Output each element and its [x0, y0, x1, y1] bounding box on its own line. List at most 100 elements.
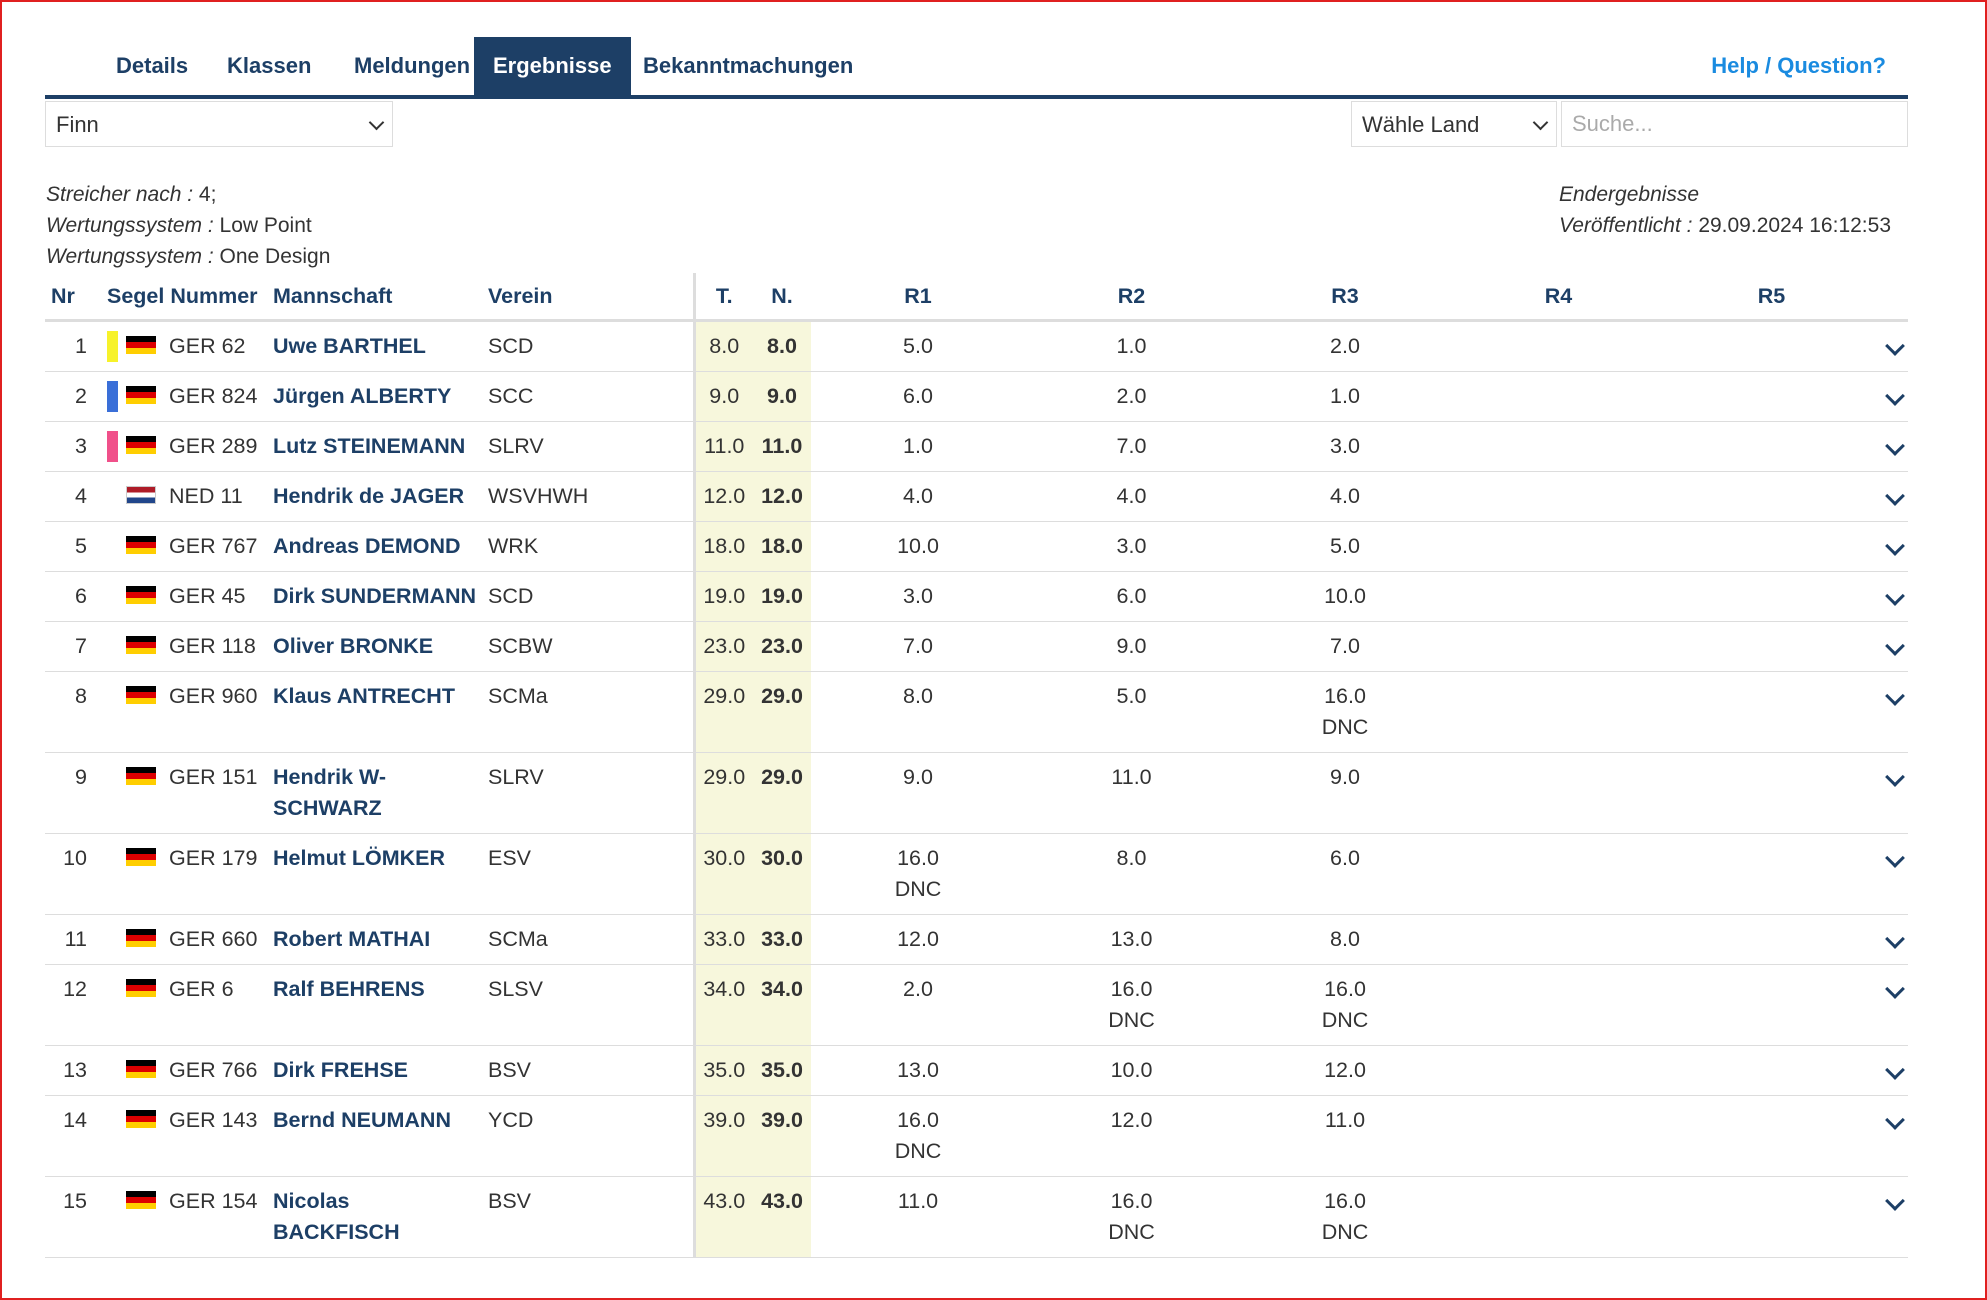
table-row[interactable]: 6 GER 45 Dirk SUNDERMANN SCD 19.0 19.0 3.0 6.0 1…	[45, 571, 1908, 622]
sailor-name-link[interactable]: Nicolas BACKFISCH	[273, 1189, 400, 1244]
table-row[interactable]: 10 GER 179 Helmut LÖMKER ESV 30.0 30.0 16.0 DNC…	[45, 833, 1908, 915]
col-r2[interactable]: R2	[1025, 273, 1238, 322]
table-row[interactable]: 9 GER 151 Hendrik W-SCHWARZ SLRV 29.0 29.0 9.0…	[45, 752, 1908, 834]
tab-meldungen[interactable]: Meldungen	[354, 53, 471, 78]
chevron-down-icon[interactable]	[1885, 1060, 1905, 1080]
col-r3[interactable]: R3	[1238, 273, 1452, 322]
sailor-name-link[interactable]: Lutz STEINEMANN	[273, 434, 466, 458]
sailor-name-link[interactable]: Klaus ANTRECHT	[273, 684, 455, 708]
race-2-cell: 13.0	[1025, 914, 1238, 965]
race-4-cell	[1452, 320, 1665, 372]
flag-ger-icon	[126, 336, 156, 355]
expand-cell	[1878, 964, 1908, 1046]
chevron-down-icon[interactable]	[1885, 336, 1905, 356]
sailor-name-link[interactable]: Jürgen ALBERTY	[273, 384, 452, 408]
col-nr[interactable]: Nr	[45, 273, 101, 322]
table-row[interactable]: 2 GER 824 Jürgen ALBERTY SCC 9.0 9.0 6.0 2.0 1.0	[45, 371, 1908, 422]
sailor-name-link[interactable]: Andreas DEMOND	[273, 534, 461, 558]
table-row[interactable]: 12 GER 6 Ralf BEHRENS SLSV 34.0 34.0 2.0 16.0 DN…	[45, 964, 1908, 1046]
chevron-down-icon[interactable]	[1885, 848, 1905, 868]
flag-ger-icon	[126, 386, 156, 405]
race-score: 12.0	[897, 927, 939, 951]
sailor-name-link[interactable]: Robert MATHAI	[273, 927, 431, 951]
chevron-down-icon[interactable]	[1885, 486, 1905, 506]
table-row[interactable]: 11 GER 660 Robert MATHAI SCMa 33.0 33.0 12.0 13…	[45, 914, 1908, 965]
chevron-down-icon[interactable]	[1885, 686, 1905, 706]
col-club[interactable]: Verein	[482, 273, 694, 322]
table-row[interactable]: 15 GER 154 Nicolas BACKFISCH BSV 43.0 43.0 11.…	[45, 1176, 1908, 1258]
race-5-cell	[1665, 964, 1878, 1046]
chevron-down-icon[interactable]	[1885, 767, 1905, 787]
table-row[interactable]: 14 GER 143 Bernd NEUMANN YCD 39.0 39.0 16.0 DNC…	[45, 1095, 1908, 1177]
table-row[interactable]: 13 GER 766 Dirk FREHSE BSV 35.0 35.0 13.0 10.0 1…	[45, 1045, 1908, 1096]
race-1-cell: 10.0	[811, 521, 1025, 572]
expand-cell	[1878, 571, 1908, 622]
col-net[interactable]: N.	[753, 273, 811, 322]
net-points: 29.0	[753, 671, 811, 753]
chevron-down-icon[interactable]	[1885, 1110, 1905, 1130]
club: BSV	[482, 1176, 694, 1258]
chevron-down-icon[interactable]	[1885, 979, 1905, 999]
help-link[interactable]: Help / Question?	[1711, 53, 1886, 78]
col-sail-number[interactable]: Segel Nummer	[101, 273, 267, 322]
table-row[interactable]: 3 GER 289 Lutz STEINEMANN SLRV 11.0 11.0 1.0 7.…	[45, 421, 1908, 472]
race-score: 9.0	[1330, 765, 1360, 789]
expand-cell	[1878, 752, 1908, 834]
sailor-name-link[interactable]: Helmut LÖMKER	[273, 846, 445, 870]
chevron-down-icon[interactable]	[1885, 929, 1905, 949]
race-score: 7.0	[903, 634, 933, 658]
rank-marker	[107, 1055, 118, 1086]
chevron-down-icon[interactable]	[1885, 1191, 1905, 1211]
chevron-down-icon[interactable]	[1885, 386, 1905, 406]
class-select[interactable]: Finn	[45, 101, 393, 147]
table-row[interactable]: 7 GER 118 Oliver BRONKE SCBW 23.0 23.0 7.0 9.0 7…	[45, 621, 1908, 672]
tab-klassen[interactable]: Klassen	[227, 53, 312, 78]
chevron-down-icon[interactable]	[1885, 586, 1905, 606]
sailor-name-link[interactable]: Ralf BEHRENS	[273, 977, 425, 1001]
sail-number-cell: GER 960	[101, 671, 267, 753]
sailor-name-link[interactable]: Hendrik de JAGER	[273, 484, 465, 508]
race-1-cell: 11.0	[811, 1176, 1025, 1258]
chevron-down-icon[interactable]	[1885, 436, 1905, 456]
flag-ger-icon	[126, 848, 156, 867]
tab-ergebnisse[interactable]: Ergebnisse	[474, 37, 631, 95]
race-2-cell: 9.0	[1025, 621, 1238, 672]
race-code: DNC	[894, 1139, 942, 1163]
sailor-name-link[interactable]: Bernd NEUMANN	[273, 1108, 451, 1132]
chevron-down-icon[interactable]	[1885, 536, 1905, 556]
table-row[interactable]: 4 NED 11 Hendrik de JAGER WSVHWH 12.0 12.0 4.0…	[45, 471, 1908, 522]
race-score: 11.0	[897, 1189, 939, 1213]
sailor-name-link[interactable]: Dirk FREHSE	[273, 1058, 409, 1082]
sailor-name-link[interactable]: Oliver BRONKE	[273, 634, 434, 658]
team-cell: Andreas DEMOND	[267, 521, 482, 572]
table-row[interactable]: 1 GER 62 Uwe BARTHEL SCD 8.0 8.0 5.0 1.0 2.0	[45, 320, 1908, 372]
race-2-cell: 11.0	[1025, 752, 1238, 834]
tab-details[interactable]: Details	[116, 53, 189, 78]
sailor-name-link[interactable]: Hendrik W-SCHWARZ	[273, 765, 387, 820]
tab-bekanntmachungen[interactable]: Bekanntmachungen	[643, 53, 854, 78]
race-5-cell	[1665, 1095, 1878, 1177]
search-input[interactable]	[1561, 101, 1908, 147]
rank-marker	[107, 681, 118, 712]
sailor-name-link[interactable]: Uwe BARTHEL	[273, 334, 426, 358]
total-points: 11.0	[692, 421, 753, 472]
col-total[interactable]: T.	[692, 273, 753, 322]
race-1-cell: 4.0	[811, 471, 1025, 522]
rank: 5	[45, 521, 101, 572]
club: ESV	[482, 833, 694, 915]
col-team[interactable]: Mannschaft	[267, 273, 482, 322]
sailor-name-link[interactable]: Dirk SUNDERMANN	[273, 584, 477, 608]
col-r1[interactable]: R1	[811, 273, 1025, 322]
race-1-cell: 3.0	[811, 571, 1025, 622]
country-select[interactable]: Wähle Land	[1351, 101, 1557, 147]
table-row[interactable]: 5 GER 767 Andreas DEMOND WRK 18.0 18.0 10.0 3.0…	[45, 521, 1908, 572]
col-r4[interactable]: R4	[1452, 273, 1665, 322]
col-r5[interactable]: R5	[1665, 273, 1878, 322]
country-select-value: Wähle Land	[1362, 112, 1480, 137]
table-row[interactable]: 8 GER 960 Klaus ANTRECHT SCMa 29.0 29.0 8.0 5.0…	[45, 671, 1908, 753]
club: SCD	[482, 571, 694, 622]
chevron-down-icon[interactable]	[1885, 636, 1905, 656]
team-cell: Helmut LÖMKER	[267, 833, 482, 915]
race-score: 10.0	[897, 534, 939, 558]
sail-number-cell: GER 45	[101, 571, 267, 622]
